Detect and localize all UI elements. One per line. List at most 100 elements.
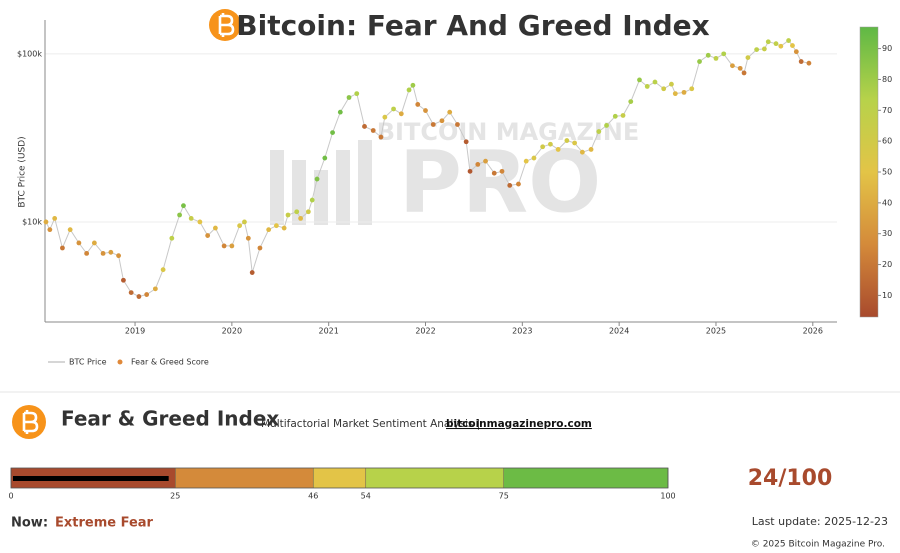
score-dot <box>579 149 585 155</box>
title-icon <box>209 9 241 41</box>
score-dot <box>152 286 158 292</box>
score-dot <box>177 212 182 218</box>
score-dot <box>370 128 376 133</box>
score-dot <box>761 46 767 52</box>
score-dot <box>221 243 227 249</box>
gauge: 0 25 46 54 75 100 <box>8 467 676 501</box>
colorbar-tick-label: 70 <box>882 106 892 115</box>
score-dot <box>52 215 58 221</box>
score-dot <box>309 197 315 203</box>
score-dot <box>136 294 142 299</box>
score-dot <box>144 292 150 297</box>
score-dot <box>637 77 642 83</box>
score-dot <box>285 212 291 218</box>
score-dot <box>67 227 73 233</box>
score-dot <box>237 223 243 229</box>
score-dot <box>213 225 218 231</box>
x-tick-label: 2020 <box>222 327 242 336</box>
score-dot <box>765 39 771 45</box>
score-dot <box>499 168 505 174</box>
score-dot <box>689 86 695 92</box>
score-dot <box>475 161 481 167</box>
watermark-text: BITCOIN MAGAZINE <box>377 118 640 146</box>
score-dot <box>274 223 279 229</box>
score-dot <box>604 123 609 128</box>
panel-link[interactable]: bitcoinmagazinepro.com <box>446 418 592 430</box>
score-dot <box>483 158 488 164</box>
score-dot <box>741 70 747 76</box>
watermark-bar <box>292 160 306 225</box>
score-dot <box>128 290 134 295</box>
copyright: © 2025 Bitcoin Magazine Pro. <box>751 540 885 550</box>
chart-title: Bitcoin: Fear And Greed Index <box>236 9 709 42</box>
score-dot <box>491 170 497 176</box>
score-dot <box>406 87 412 93</box>
score-dot <box>745 55 751 60</box>
score-dot <box>672 91 678 97</box>
score-dot <box>197 219 203 225</box>
score-dot <box>798 59 804 64</box>
score-dot <box>531 155 537 161</box>
now-label: Now: <box>11 516 48 531</box>
score-dot <box>507 182 513 188</box>
x-tick-label: 2022 <box>415 327 435 336</box>
colorbar <box>859 26 879 318</box>
score-dot <box>362 124 367 129</box>
y-axis-label: BTC Price (USD) <box>18 136 28 207</box>
score-dot <box>730 63 735 69</box>
colorbar-tick-label: 10 <box>882 291 892 300</box>
score-dot <box>398 111 404 117</box>
score-dot <box>652 79 658 85</box>
score-dot <box>298 215 304 221</box>
score-dot <box>281 225 287 231</box>
gauge-tick-label: 25 <box>170 492 180 501</box>
score-dot <box>430 122 436 127</box>
score-dot <box>540 144 546 150</box>
score-dot <box>378 134 384 140</box>
score-dot <box>354 91 360 97</box>
gauge-segment <box>365 468 504 488</box>
score-dot <box>669 81 674 87</box>
score-dot <box>249 270 255 275</box>
score-dot <box>91 240 97 246</box>
x-tick-label: 2021 <box>319 327 339 336</box>
colorbar-tick-label: 90 <box>882 44 892 53</box>
score-dot <box>754 47 760 53</box>
x-tick-label: 2019 <box>125 327 145 336</box>
x-tick-label: 2026 <box>803 327 823 336</box>
score-dot <box>596 129 602 134</box>
legend-label: BTC Price <box>69 358 107 367</box>
score-dot <box>721 51 727 57</box>
score-dot <box>455 122 460 127</box>
score-dot <box>786 38 791 43</box>
score-dot <box>169 235 175 241</box>
colorbar-tick-label: 30 <box>882 229 892 238</box>
watermark-bar <box>314 170 328 225</box>
score-dot <box>612 113 618 119</box>
score-dot <box>242 219 247 225</box>
score-dot <box>661 86 667 92</box>
score-dot <box>108 249 114 255</box>
score-dot <box>439 118 445 124</box>
score-dot <box>181 203 186 209</box>
y-tick-label: $10k <box>22 217 42 226</box>
score-dot <box>588 147 594 152</box>
colorbar-tick-label: 20 <box>882 260 892 269</box>
score-dot <box>314 176 320 182</box>
colorbar-tick-label: 40 <box>882 198 892 207</box>
watermark-text: PRO <box>399 132 601 232</box>
score-dot <box>294 209 300 215</box>
score-dot <box>121 277 126 283</box>
gauge-tick-label: 0 <box>8 492 13 501</box>
score-dot <box>548 141 553 147</box>
score-dot <box>84 251 90 256</box>
gauge-segment <box>313 468 366 488</box>
score-dot <box>266 227 272 233</box>
score-dot <box>305 209 311 215</box>
colorbar-tick-label: 80 <box>882 75 892 84</box>
score-dot <box>564 138 570 143</box>
score-dot <box>330 130 335 136</box>
colorbar-tick-label: 60 <box>882 137 892 146</box>
watermark-bar <box>270 150 284 225</box>
